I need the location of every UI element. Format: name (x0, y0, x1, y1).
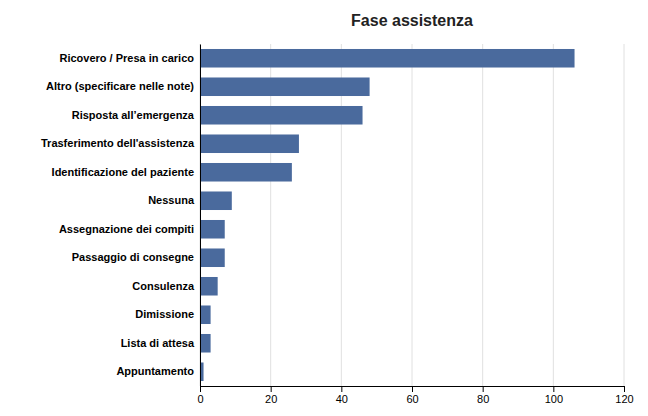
x-tick-mark (412, 386, 413, 392)
x-tick: 80 (477, 386, 489, 405)
y-tick-label: Consulenza (132, 280, 195, 292)
x-tick: 60 (406, 386, 418, 405)
x-tick-label: 40 (336, 393, 348, 405)
bar (200, 305, 211, 324)
grid-line (200, 44, 201, 386)
x-tick: 100 (545, 386, 563, 405)
x-tick-label: 80 (477, 393, 489, 405)
bar (200, 248, 225, 267)
grid-line (482, 44, 483, 386)
x-axis: 0 20 40 60 80 100 120 (197, 386, 633, 405)
y-tick-label: Altro (specificare nelle note) (46, 80, 194, 92)
chart: Fase assistenza 0 20 40 60 80 100 120 Appuntamen… (0, 0, 648, 416)
bar (200, 277, 218, 296)
bar (200, 134, 299, 153)
y-tick-label: Ricovero / Presa in carico (59, 52, 194, 64)
y-tick-label: Trasferimento dell'assistenza (41, 137, 195, 149)
y-axis-line (200, 45, 201, 387)
grid-line (553, 44, 554, 386)
grid (200, 44, 624, 386)
y-tick: Dimissione (135, 308, 200, 320)
x-tick: 0 (197, 386, 203, 405)
y-tick: Assegnazione dei compiti (59, 223, 200, 235)
x-tick-label: 100 (545, 393, 563, 405)
y-tick-label: Nessuna (148, 194, 195, 206)
y-tick: Nessuna (148, 194, 200, 206)
bar (200, 220, 225, 239)
x-tick: 120 (615, 386, 633, 405)
y-tick-label: Assegnazione dei compiti (59, 223, 194, 235)
grid-line (624, 44, 625, 386)
x-tick-mark (341, 386, 342, 392)
x-tick-label: 0 (197, 393, 203, 405)
y-tick-label: Lista di attesa (121, 337, 195, 349)
plot: 0 20 40 60 80 100 120 Appuntamento Lista di atte… (41, 44, 634, 405)
bar (200, 49, 575, 68)
y-tick-label: Risposta all’emergenza (72, 109, 195, 121)
y-tick-label: Dimissione (135, 308, 194, 320)
bar (200, 106, 363, 125)
y-tick: Appuntamento (116, 365, 200, 377)
x-tick-mark (483, 386, 484, 392)
y-tick: Ricovero / Presa in carico (59, 52, 200, 64)
x-tick-label: 120 (615, 393, 633, 405)
y-tick-label: Passaggio di consegne (72, 251, 194, 263)
x-tick-label: 20 (265, 393, 277, 405)
y-tick: Lista di attesa (121, 337, 200, 349)
bar (200, 163, 292, 182)
y-tick-label: Appuntamento (116, 365, 194, 377)
y-axis: Appuntamento Lista di attesa Dimissione Con… (41, 45, 201, 387)
y-tick: Trasferimento dell'assistenza (41, 137, 200, 149)
y-tick: Risposta all’emergenza (72, 109, 200, 121)
x-tick: 20 (265, 386, 277, 405)
bar (200, 334, 211, 353)
x-tick-mark (624, 386, 625, 392)
y-tick-label: Identificazione del paziente (52, 166, 194, 178)
bars (200, 49, 575, 381)
y-tick: Consulenza (132, 280, 200, 292)
grid-line (412, 44, 413, 386)
bar (200, 77, 370, 96)
x-axis-line (201, 387, 625, 393)
x-tick: 40 (336, 386, 348, 405)
x-tick-mark (200, 386, 201, 392)
y-tick: Passaggio di consegne (72, 251, 200, 263)
y-tick: Identificazione del paziente (52, 166, 200, 178)
x-tick-mark (553, 386, 554, 392)
x-tick-mark (271, 386, 272, 392)
title: Fase assistenza (351, 12, 473, 29)
x-tick-label: 60 (406, 393, 418, 405)
y-tick: Altro (specificare nelle note) (46, 80, 200, 92)
bar (200, 191, 232, 210)
